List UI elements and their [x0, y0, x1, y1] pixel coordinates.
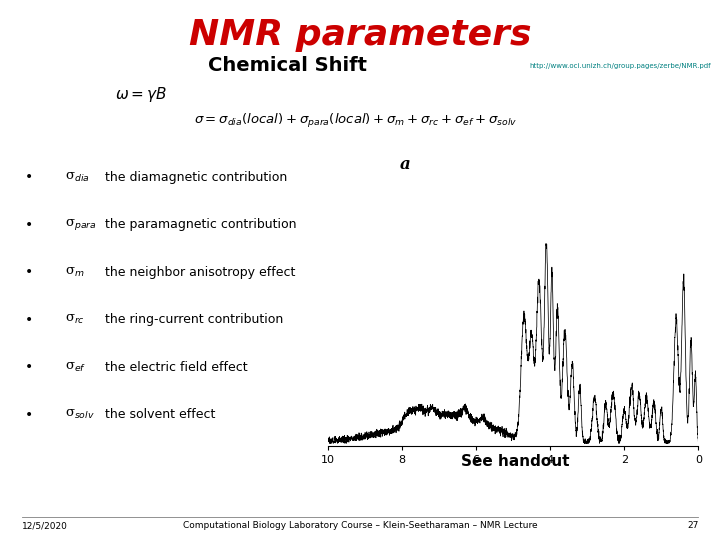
Text: •: •	[24, 313, 33, 327]
Text: •: •	[24, 170, 33, 184]
Text: a: a	[400, 156, 410, 173]
Text: •: •	[24, 218, 33, 232]
Text: σ$_{rc}$: σ$_{rc}$	[65, 313, 85, 326]
Text: σ$_{dia}$: σ$_{dia}$	[65, 171, 89, 184]
Text: $\sigma = \sigma_{dia}(local) + \sigma_{para}(local) +\sigma_m + \sigma_{rc} + \: $\sigma = \sigma_{dia}(local) + \sigma_{…	[194, 112, 518, 131]
Text: σ$_m$: σ$_m$	[65, 266, 84, 279]
Text: $\omega = \gamma B$: $\omega = \gamma B$	[115, 85, 167, 104]
Text: the solvent effect: the solvent effect	[101, 408, 215, 421]
Text: σ$_{solv}$: σ$_{solv}$	[65, 408, 94, 421]
Text: http://www.oci.unizh.ch/group.pages/zerbe/NMR.pdf: http://www.oci.unizh.ch/group.pages/zerb…	[529, 63, 711, 69]
Text: the electric field effect: the electric field effect	[101, 361, 248, 374]
Text: 27: 27	[687, 522, 698, 530]
Text: the ring-current contribution: the ring-current contribution	[101, 313, 283, 326]
Text: NMR parameters: NMR parameters	[189, 18, 531, 52]
Text: •: •	[24, 360, 33, 374]
Text: the paramagnetic contribution: the paramagnetic contribution	[101, 218, 297, 231]
Text: See handout: See handout	[461, 454, 569, 469]
Text: the neighbor anisotropy effect: the neighbor anisotropy effect	[101, 266, 295, 279]
Text: σ$_{para}$: σ$_{para}$	[65, 217, 96, 232]
Text: •: •	[24, 265, 33, 279]
Text: •: •	[24, 408, 33, 422]
Text: σ$_{ef}$: σ$_{ef}$	[65, 361, 86, 374]
Text: 12/5/2020: 12/5/2020	[22, 522, 68, 530]
Text: Computational Biology Laboratory Course – Klein-Seetharaman – NMR Lecture: Computational Biology Laboratory Course …	[183, 522, 537, 530]
Text: the diamagnetic contribution: the diamagnetic contribution	[101, 171, 287, 184]
Text: Chemical Shift: Chemical Shift	[209, 56, 367, 76]
